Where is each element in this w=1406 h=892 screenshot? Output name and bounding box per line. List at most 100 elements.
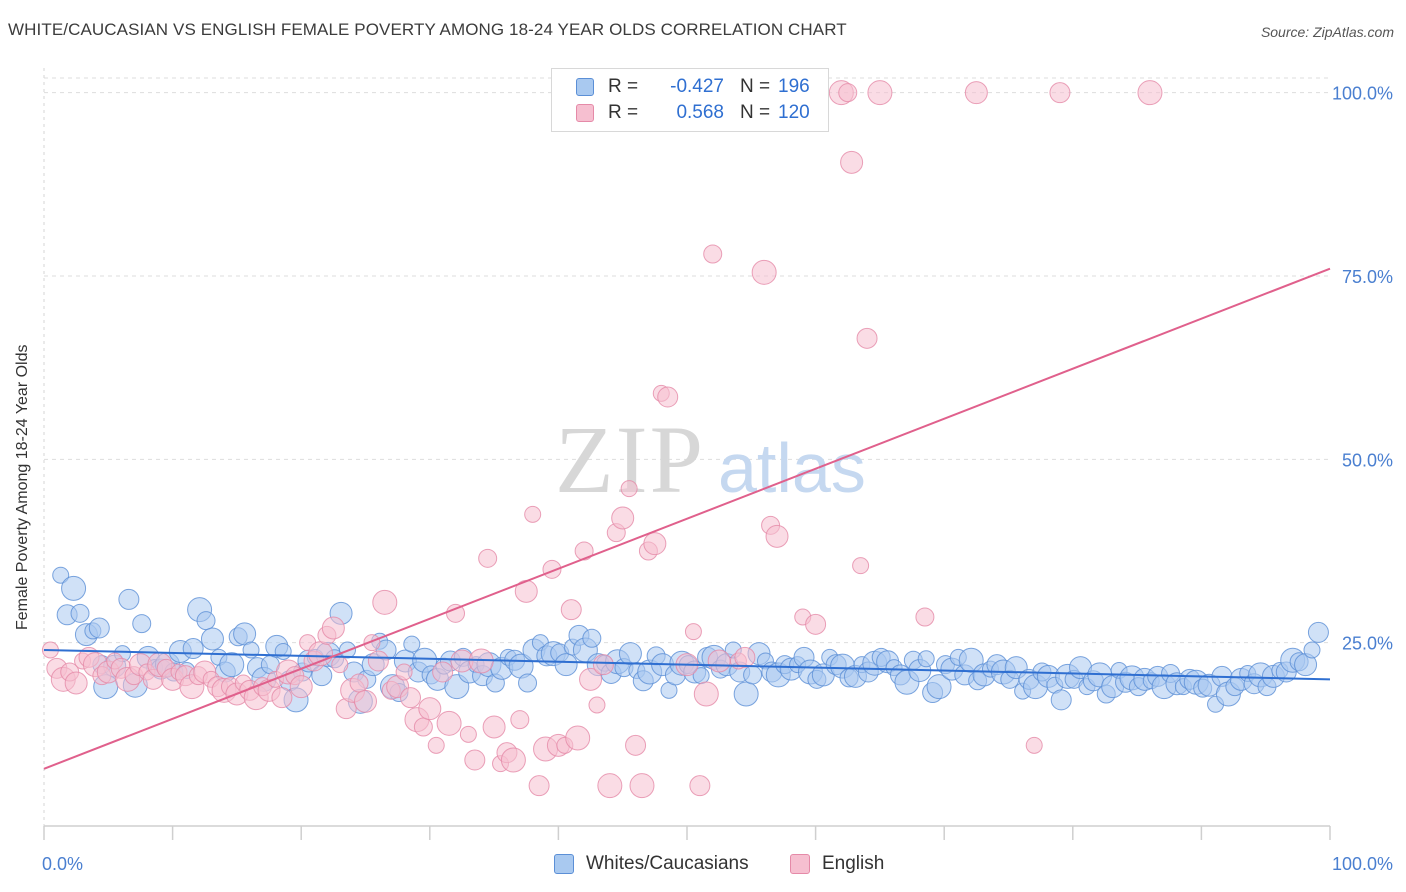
whites-point — [118, 588, 140, 610]
whites-point — [196, 611, 216, 631]
english-point — [867, 80, 893, 106]
english-point — [915, 607, 935, 627]
y-tick-label: 100.0% — [1332, 84, 1393, 104]
english-point — [400, 687, 422, 709]
english-point — [372, 589, 398, 615]
english-point — [693, 681, 719, 707]
y-axis-label: Female Poverty Among 18-24 Year Olds — [14, 344, 31, 631]
english-point — [840, 150, 864, 174]
whites-point — [733, 681, 759, 707]
legend-row-whites: R = -0.427 N = 196 — [576, 75, 810, 99]
legend-swatch-pink — [576, 104, 594, 122]
english-point — [689, 775, 711, 797]
legend-r-value: -0.427 — [670, 76, 724, 97]
english-point — [478, 548, 498, 568]
whites-point — [233, 622, 257, 646]
english-point — [684, 623, 702, 641]
whites-point — [554, 653, 578, 677]
whites-point — [61, 575, 87, 601]
english-point — [500, 747, 526, 773]
english-point — [321, 616, 345, 640]
whites-point — [917, 650, 935, 668]
whites-point — [200, 627, 224, 651]
trendline-whites — [43, 649, 1331, 681]
english-point — [349, 673, 369, 693]
whites-point — [582, 628, 602, 648]
english-point — [838, 83, 858, 103]
source-credit: Source: ZipAtlas.com — [1260, 24, 1394, 40]
english-point — [464, 749, 486, 771]
legend-r-label: R = — [608, 76, 639, 97]
correlation-legend: R = -0.427 N = 196 R = 0.568 N = 120 — [551, 68, 829, 132]
english-point — [579, 667, 603, 691]
whites-point — [88, 617, 110, 639]
english-point — [657, 386, 679, 408]
english-point — [482, 715, 506, 739]
english-point — [565, 725, 591, 751]
english-point — [367, 650, 389, 672]
english-point — [805, 613, 827, 635]
english-point — [510, 710, 530, 730]
watermark-atlas: atlas — [718, 429, 866, 507]
english-point — [625, 734, 647, 756]
english-point — [592, 654, 614, 676]
english-point — [459, 725, 477, 743]
english-point — [1137, 80, 1163, 106]
legend-r-label: R = — [608, 102, 639, 123]
english-point — [856, 327, 878, 349]
english-point — [446, 603, 466, 623]
english-point — [643, 532, 667, 556]
legend-n-value: 196 — [778, 76, 810, 97]
legend-n-label: N = — [740, 102, 771, 123]
whites-point — [70, 603, 90, 623]
english-point — [597, 773, 623, 799]
whites-point — [1307, 621, 1329, 643]
whites-point — [743, 665, 763, 685]
english-point — [588, 696, 606, 714]
bottom-legend-whites[interactable]: Whites/Caucasians — [554, 852, 749, 876]
legend-n-value: 120 — [778, 102, 810, 123]
english-point — [436, 710, 462, 736]
english-point — [707, 649, 731, 673]
whites-point — [182, 638, 204, 660]
whites-point — [403, 635, 421, 653]
whites-point — [1050, 689, 1072, 711]
english-point — [852, 557, 870, 575]
english-point — [1025, 736, 1043, 754]
english-point — [413, 717, 433, 737]
y-tick-label: 50.0% — [1342, 450, 1393, 470]
legend-swatch-blue — [576, 78, 594, 96]
english-point — [964, 81, 988, 105]
english-point — [395, 663, 413, 681]
english-point — [432, 661, 454, 683]
english-point — [354, 689, 377, 713]
whites-point — [618, 642, 642, 666]
legend-r-value: 0.568 — [676, 102, 724, 123]
english-point — [418, 697, 442, 721]
english-point — [289, 675, 313, 699]
whites-point — [1303, 641, 1321, 659]
legend-row-english: R = 0.568 N = 120 — [576, 101, 810, 125]
whites-point — [219, 652, 245, 678]
x-tick-label-min: 0.0% — [42, 854, 83, 874]
english-point — [611, 506, 635, 530]
bottom-legend-english[interactable]: English — [790, 852, 884, 876]
english-point — [751, 259, 777, 285]
english-point — [734, 646, 756, 668]
bottom-legend-label-whites: Whites/Caucasians — [586, 853, 749, 874]
english-point — [703, 244, 723, 264]
english-point — [1049, 82, 1071, 104]
whites-point — [518, 673, 538, 693]
whites-point — [926, 674, 952, 700]
english-point — [574, 541, 594, 561]
bottom-legend-swatch-blue — [554, 854, 574, 874]
y-axis-tick-labels: 25.0% 50.0% 75.0% 100.0% — [1332, 84, 1393, 654]
english-point — [620, 480, 638, 498]
y-tick-label: 25.0% — [1342, 634, 1393, 654]
trendline-english — [43, 267, 1331, 770]
x-tick-label-max: 100.0% — [1332, 854, 1393, 874]
chart-title: WHITE/CAUCASIAN VS ENGLISH FEMALE POVERT… — [8, 20, 847, 39]
english-point — [765, 524, 789, 548]
x-axis-ticks — [43, 826, 1331, 840]
english-point — [629, 773, 655, 799]
